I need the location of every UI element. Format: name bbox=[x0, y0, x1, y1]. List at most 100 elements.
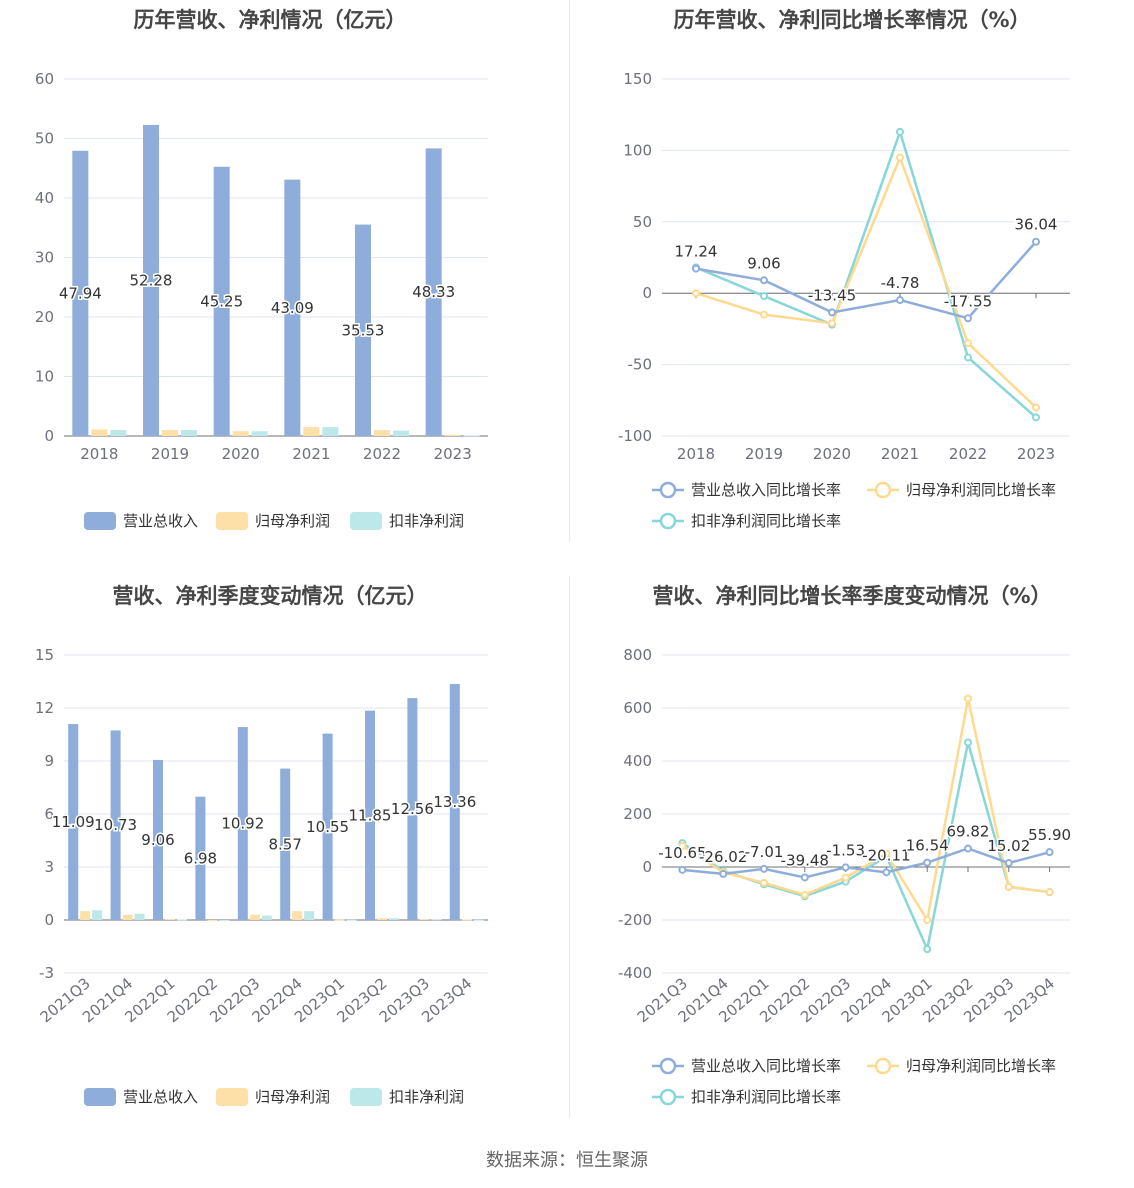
bar bbox=[91, 429, 108, 436]
data-point bbox=[760, 276, 768, 285]
data-label: -4.78 bbox=[881, 274, 920, 292]
legend-swatch bbox=[84, 512, 116, 530]
data-point bbox=[964, 738, 972, 747]
bar bbox=[122, 914, 133, 920]
data-point bbox=[882, 868, 891, 877]
data-point bbox=[828, 308, 836, 317]
x-tick-label: 2023 bbox=[434, 445, 472, 463]
chart-title: 营收、净利同比增长率季度变动情况（%） bbox=[652, 584, 1051, 608]
legend-swatch bbox=[216, 512, 248, 530]
bar bbox=[346, 919, 357, 921]
data-label: 8.57 bbox=[268, 835, 301, 853]
data-label: 9.06 bbox=[141, 831, 174, 849]
y-tick-label: 6 bbox=[44, 805, 54, 823]
data-label: -39.48 bbox=[781, 851, 829, 869]
bar bbox=[251, 431, 268, 436]
data-label: 9.06 bbox=[747, 254, 780, 272]
data-label: 16.54 bbox=[906, 837, 949, 855]
data-label: 48.33 bbox=[412, 283, 455, 301]
bar bbox=[322, 427, 339, 436]
bar bbox=[72, 150, 89, 436]
data-point bbox=[1004, 882, 1013, 891]
bar bbox=[463, 435, 480, 437]
bar bbox=[213, 166, 230, 436]
data-label: -1.53 bbox=[826, 841, 865, 859]
data-point bbox=[896, 296, 904, 305]
y-tick-label: 40 bbox=[35, 189, 54, 207]
data-point bbox=[800, 890, 809, 899]
data-point bbox=[1032, 403, 1040, 412]
bar bbox=[389, 918, 399, 920]
bar bbox=[219, 920, 230, 921]
data-point bbox=[964, 844, 972, 853]
x-tick-label: 2018 bbox=[677, 445, 715, 463]
bar bbox=[407, 698, 418, 920]
quarter-growth-chart: 营收、净利同比增长率季度变动情况（%） -400 -200 0 200 400 600 800… bbox=[618, 584, 1073, 1106]
annual-amount-panel: 历年营收、净利情况（亿元） 0 10 20 30 40 50 60 2018 2019 2020 20… bbox=[0, 0, 567, 575]
data-label: 17.24 bbox=[675, 243, 718, 261]
y-tick-label: 200 bbox=[623, 805, 652, 823]
bar bbox=[237, 727, 248, 920]
data-point bbox=[760, 864, 768, 873]
data-label: -17.55 bbox=[944, 292, 992, 310]
y-tick-label: -400 bbox=[618, 964, 652, 982]
legend-swatch-marker bbox=[659, 1088, 677, 1106]
data-point bbox=[964, 694, 972, 703]
data-label: 55.90 bbox=[1028, 826, 1071, 844]
data-label: 10.55 bbox=[306, 818, 349, 836]
data-label: -20.11 bbox=[862, 846, 910, 864]
bar bbox=[473, 919, 484, 921]
y-tick-label: -50 bbox=[628, 356, 653, 374]
data-point bbox=[964, 353, 972, 362]
x-tick-label: 2018 bbox=[80, 445, 118, 463]
y-tick-label: 15 bbox=[35, 646, 54, 664]
data-point bbox=[1045, 848, 1054, 857]
legend-label: 归母净利润 bbox=[255, 512, 330, 530]
y-tick-label: 0 bbox=[44, 427, 54, 445]
bar bbox=[377, 918, 387, 920]
bar bbox=[280, 768, 291, 920]
data-point bbox=[964, 314, 972, 323]
data-label: 11.85 bbox=[349, 806, 392, 824]
bar bbox=[334, 919, 345, 921]
legend-label: 扣非净利润同比增长率 bbox=[691, 1088, 841, 1106]
y-tick-label: 3 bbox=[44, 858, 54, 876]
data-label: 10.92 bbox=[221, 815, 264, 833]
data-label: 13.36 bbox=[433, 793, 476, 811]
legend-label: 营业总收入同比增长率 bbox=[691, 481, 841, 499]
bar bbox=[322, 733, 333, 920]
y-tick-label: 0 bbox=[642, 858, 652, 876]
y-tick-label: 9 bbox=[44, 752, 54, 770]
y-tick-label: 50 bbox=[633, 213, 652, 231]
bar bbox=[393, 430, 409, 436]
y-tick-label: 600 bbox=[623, 699, 652, 717]
data-label: -10.65 bbox=[658, 844, 706, 862]
bar bbox=[165, 919, 175, 920]
column-divider-bottom bbox=[569, 576, 570, 1118]
bar bbox=[425, 148, 442, 436]
legend-swatch-marker bbox=[874, 1057, 892, 1075]
y-tick-label: 100 bbox=[623, 141, 652, 159]
data-point bbox=[923, 858, 932, 867]
data-point bbox=[1032, 413, 1040, 422]
data-label: 36.04 bbox=[1015, 216, 1058, 234]
y-tick-label: 10 bbox=[35, 368, 54, 386]
x-tick-label: 2019 bbox=[745, 445, 783, 463]
bar bbox=[431, 919, 442, 921]
legend-label: 归母净利润同比增长率 bbox=[906, 1057, 1056, 1075]
x-tick-label: 2020 bbox=[813, 445, 851, 463]
bar bbox=[304, 911, 315, 920]
legend-label: 归母净利润同比增长率 bbox=[906, 481, 1056, 499]
legend-swatch-marker bbox=[659, 512, 677, 530]
x-tick-label: 2021 bbox=[292, 445, 330, 463]
bar bbox=[68, 724, 79, 920]
y-tick-label: 30 bbox=[35, 249, 54, 267]
y-tick-label: 12 bbox=[35, 699, 54, 717]
data-label: 47.94 bbox=[59, 284, 102, 302]
bar bbox=[181, 430, 197, 436]
data-point bbox=[678, 841, 687, 850]
chart-title: 营收、净利季度变动情况（亿元） bbox=[113, 584, 428, 608]
series-line bbox=[695, 240, 1037, 320]
y-tick-label: 0 bbox=[642, 284, 652, 302]
data-point bbox=[692, 289, 700, 298]
